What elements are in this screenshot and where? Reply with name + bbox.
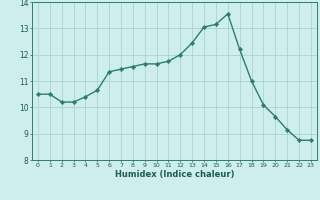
X-axis label: Humidex (Indice chaleur): Humidex (Indice chaleur) <box>115 170 234 179</box>
